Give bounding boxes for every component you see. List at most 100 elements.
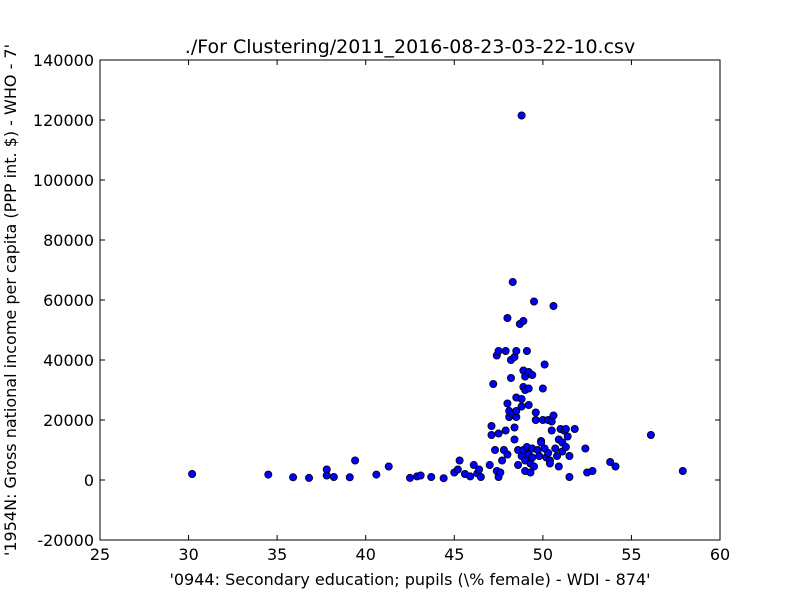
data-point [501, 426, 510, 435]
data-point [351, 456, 360, 465]
data-point [561, 442, 570, 451]
data-point [494, 346, 503, 355]
data-point [524, 384, 533, 393]
data-point [528, 370, 537, 379]
y-tick-label: 0 [84, 471, 94, 490]
y-axis-label: '1954N: Gross national income per capita… [1, 44, 20, 556]
data-point [496, 468, 505, 477]
y-tick-label: 80000 [43, 231, 94, 250]
data-point [528, 453, 537, 462]
data-point [646, 430, 655, 439]
chart-title: ./For Clustering/2011_2016-08-23-03-22-1… [185, 36, 635, 58]
data-point [540, 360, 549, 369]
data-point [466, 472, 475, 481]
data-point [554, 462, 563, 471]
data-point [512, 346, 521, 355]
data-point [561, 424, 570, 433]
x-tick-label: 50 [533, 545, 553, 564]
data-point [526, 468, 535, 477]
data-point [531, 408, 540, 417]
data-point [524, 400, 533, 409]
data-point [570, 424, 579, 433]
data-point [565, 451, 574, 460]
x-tick-label: 25 [90, 545, 110, 564]
x-tick-label: 40 [356, 545, 376, 564]
data-point [606, 457, 615, 466]
x-axis-ticks: 25 30 35 40 45 50 55 60 [90, 60, 730, 564]
data-point [530, 462, 539, 471]
data-point [384, 462, 393, 471]
data-point [553, 451, 562, 460]
data-point [188, 469, 197, 478]
points-layer [188, 111, 687, 483]
data-point [487, 430, 496, 439]
data-point [508, 277, 517, 286]
data-point [545, 459, 554, 468]
data-point [510, 435, 519, 444]
data-point [549, 411, 558, 420]
data-point [678, 466, 687, 475]
data-point [416, 471, 425, 480]
x-tick-label: 30 [178, 545, 198, 564]
data-point [489, 379, 498, 388]
y-tick-label: 20000 [43, 411, 94, 430]
data-point [289, 473, 298, 482]
data-point [322, 471, 331, 480]
data-point [531, 415, 540, 424]
data-point [563, 432, 572, 441]
data-point [581, 444, 590, 453]
data-point [503, 450, 512, 459]
data-point [537, 438, 546, 447]
y-tick-label: 100000 [33, 171, 94, 190]
data-point [372, 470, 381, 479]
data-point [611, 462, 620, 471]
data-point [517, 394, 526, 403]
data-point [453, 465, 462, 474]
y-tick-label: -20000 [37, 531, 94, 550]
data-point [551, 444, 560, 453]
data-point [506, 373, 515, 382]
data-point [503, 399, 512, 408]
data-point [538, 384, 547, 393]
y-tick-label: 140000 [33, 51, 94, 70]
data-point [517, 111, 526, 120]
data-point [455, 456, 464, 465]
data-point [494, 429, 503, 438]
x-axis-label: '0944: Secondary education; pupils (\% f… [169, 570, 650, 589]
data-point [514, 460, 523, 469]
data-point [439, 474, 448, 483]
data-point [345, 473, 354, 482]
data-point [535, 451, 544, 460]
data-point [544, 448, 553, 457]
data-point [501, 346, 510, 355]
data-point [487, 421, 496, 430]
data-point [427, 472, 436, 481]
y-tick-label: 40000 [43, 351, 94, 370]
x-tick-label: 55 [621, 545, 641, 564]
data-point [549, 301, 558, 310]
x-tick-label: 35 [267, 545, 287, 564]
data-point [588, 466, 597, 475]
data-point [305, 473, 314, 482]
data-point [264, 470, 273, 479]
data-point [510, 423, 519, 432]
x-tick-label: 60 [710, 545, 730, 564]
data-point [405, 473, 414, 482]
data-point [512, 406, 521, 415]
data-point [469, 460, 478, 469]
data-point [329, 472, 338, 481]
data-point [498, 456, 507, 465]
data-point [547, 426, 556, 435]
data-point [503, 313, 512, 322]
y-axis-ticks: -20000 0 20000 40000 60000 80000 100000 120000 1… [33, 51, 720, 550]
y-tick-label: 120000 [33, 111, 94, 130]
data-point [519, 316, 528, 325]
data-point [565, 472, 574, 481]
data-point [485, 460, 494, 469]
data-point [476, 472, 485, 481]
y-tick-label: 60000 [43, 291, 94, 310]
data-point [491, 445, 500, 454]
x-tick-label: 45 [444, 545, 464, 564]
